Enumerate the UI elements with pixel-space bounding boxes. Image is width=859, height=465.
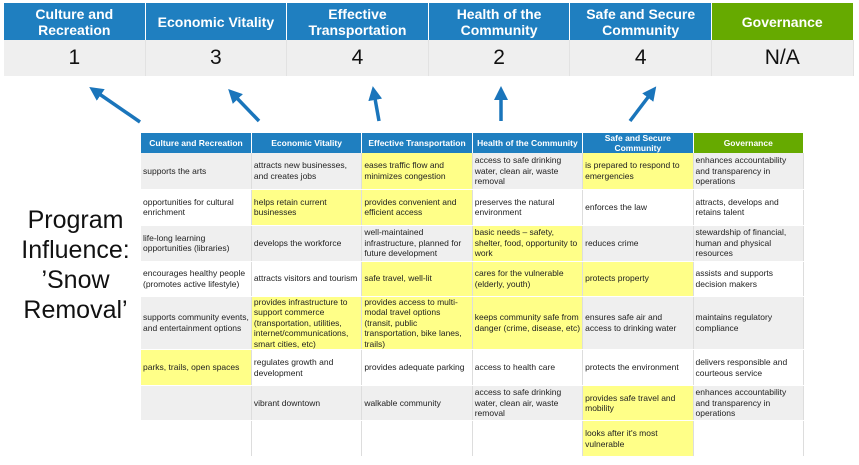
table-cell: enforces the law bbox=[582, 189, 694, 226]
table-row: supports the arts attracts new businesses… bbox=[141, 153, 805, 190]
table-cell: access to health care bbox=[472, 349, 584, 386]
summary-header-health-of-the-community: Health of the Community bbox=[428, 3, 571, 40]
arrow-culture bbox=[89, 87, 141, 124]
table-cell-highlighted: provides access to multi-modal travel op… bbox=[361, 296, 473, 350]
arrows bbox=[89, 86, 657, 124]
summary-score-economic-vitality: 3 bbox=[145, 40, 288, 76]
arrow-transportation bbox=[368, 86, 383, 122]
summary-score-safe-and-secure-community: 4 bbox=[570, 40, 712, 76]
summary-header-economic-vitality: Economic Vitality bbox=[145, 3, 288, 40]
table-header-effective-transportation: Effective Transportation bbox=[361, 133, 473, 153]
table-cell bbox=[693, 420, 805, 457]
table-row: supports community events, and entertain… bbox=[141, 296, 805, 350]
table-cell-highlighted: eases traffic flow and minimizes congest… bbox=[361, 153, 473, 190]
table-cell: attracts, develops and retains talent bbox=[693, 189, 805, 226]
table-header-health-of-the-community: Health of the Community bbox=[472, 133, 584, 153]
table-cell: supports the arts bbox=[141, 153, 252, 190]
table-cell bbox=[472, 420, 584, 457]
table-cell: attracts visitors and tourism bbox=[251, 261, 363, 297]
summary-score-governance: N/A bbox=[711, 40, 854, 76]
summary-header-governance: Governance bbox=[711, 3, 854, 40]
table-cell: life-long learning opportunities (librar… bbox=[141, 225, 252, 262]
table-cell: opportunities for cultural enrichment bbox=[141, 189, 252, 226]
table-row: life-long learning opportunities (librar… bbox=[141, 225, 805, 262]
table-cell bbox=[141, 385, 252, 421]
table-cell-highlighted: provides safe travel and mobility bbox=[582, 385, 694, 421]
table-cell bbox=[361, 420, 473, 457]
table-cell-highlighted: keeps community safe from danger (crime,… bbox=[472, 296, 584, 350]
table-cell-highlighted: is prepared to respond to emergencies bbox=[582, 153, 694, 190]
arrow-safe bbox=[628, 86, 657, 123]
table-cell: preserves the natural environment bbox=[472, 189, 584, 226]
table-cell-highlighted: parks, trails, open spaces bbox=[141, 349, 252, 386]
table-cell: enhances accountability and transparency… bbox=[693, 153, 805, 190]
summary-score-health-of-the-community: 2 bbox=[428, 40, 571, 76]
table-cell-highlighted: protects property bbox=[582, 261, 694, 297]
table-cell: access to safe drinking water, clean air… bbox=[472, 385, 584, 421]
table-cell: reduces crime bbox=[582, 225, 694, 262]
table-cell: provides adequate parking bbox=[361, 349, 473, 386]
table-row: parks, trails, open spaces regulates grow… bbox=[141, 349, 805, 386]
table-cell: delivers responsible and courteous servi… bbox=[693, 349, 805, 386]
table-header-culture-and-recreation: Culture and Recreation bbox=[141, 133, 252, 153]
table-cell: protects the environment bbox=[582, 349, 694, 386]
table-row: encourages healthy people (promotes acti… bbox=[141, 261, 805, 297]
table-cell-highlighted: helps retain current businesses bbox=[251, 189, 363, 226]
table-cell: access to safe drinking water, clean air… bbox=[472, 153, 584, 190]
table-cell: assists and supports decision makers bbox=[693, 261, 805, 297]
summary-header-culture-and-recreation: Culture and Recreation bbox=[4, 3, 146, 40]
table-cell: develops the workforce bbox=[251, 225, 363, 262]
summary-score-effective-transportation: 4 bbox=[287, 40, 429, 76]
table-cell: attracts new businesses, and creates job… bbox=[251, 153, 363, 190]
table-cell: ensures safe air and access to drinking … bbox=[582, 296, 694, 350]
table-cell: encourages healthy people (promotes acti… bbox=[141, 261, 252, 297]
table-cell: maintains regulatory compliance bbox=[693, 296, 805, 350]
summary-header-effective-transportation: Effective Transportation bbox=[287, 3, 429, 40]
table-row: opportunities for cultural enrichment hel… bbox=[141, 189, 805, 226]
table-cell: well-maintained infrastructure, planned … bbox=[361, 225, 473, 262]
table-cell: supports community events, and entertain… bbox=[141, 296, 252, 350]
table-cell: vibrant downtown bbox=[251, 385, 363, 421]
outcomes-table: Culture and Recreation Economic Vitality E… bbox=[141, 133, 805, 457]
table-cell: stewardship of financial, human and phys… bbox=[693, 225, 805, 262]
table-cell-highlighted: basic needs – safety, shelter, food, opp… bbox=[472, 225, 584, 262]
table-row: looks after it's most vulnerable bbox=[141, 420, 805, 457]
table-header-governance: Governance bbox=[693, 133, 805, 153]
table-cell-highlighted: safe travel, well-lit bbox=[361, 261, 473, 297]
arrow-economic bbox=[228, 88, 261, 123]
table-cell-highlighted: provides convenient and efficient access bbox=[361, 189, 473, 226]
table-header-economic-vitality: Economic Vitality bbox=[251, 133, 363, 153]
table-cell-highlighted: cares for the vulnerable (elderly, youth… bbox=[472, 261, 584, 297]
program-influence-label: Program Influence: ’Snow Removal’ bbox=[21, 206, 130, 324]
table-row: vibrant downtown walkable community access… bbox=[141, 385, 805, 421]
table-header-safe-and-secure-community: Safe and Secure Community bbox=[582, 133, 694, 153]
table-cell bbox=[141, 420, 252, 457]
table-cell-highlighted: provides infrastructure to support comme… bbox=[251, 296, 363, 350]
table-cell-highlighted: looks after it's most vulnerable bbox=[582, 420, 694, 457]
summary-header-safe-and-secure-community: Safe and Secure Community bbox=[570, 3, 712, 40]
table-cell bbox=[251, 420, 363, 457]
summary-score-culture-and-recreation: 1 bbox=[4, 40, 146, 76]
table-cell: enhances accountability and transparency… bbox=[693, 385, 805, 421]
table-cell: regulates growth and development bbox=[251, 349, 363, 386]
summary-scores: Culture and Recreation Economic Vitality E… bbox=[4, 3, 854, 76]
table-cell: walkable community bbox=[361, 385, 473, 421]
